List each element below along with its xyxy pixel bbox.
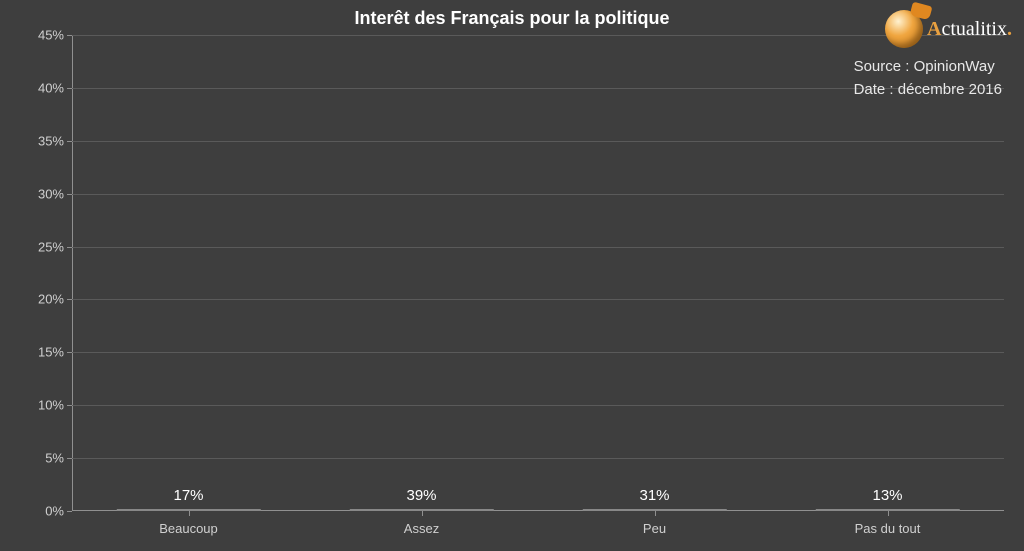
y-tick-label: 15% <box>38 345 64 360</box>
y-tick-mark <box>67 405 72 406</box>
bar-value-label: 31% <box>639 487 669 504</box>
gridline <box>72 352 1004 353</box>
y-tick-label: 20% <box>38 292 64 307</box>
bar-value-label: 17% <box>173 487 203 504</box>
x-tick-mark <box>888 511 889 516</box>
bar-value-label: 13% <box>872 487 902 504</box>
brand-logo-text: Actualitix. <box>927 18 1012 41</box>
y-tick-mark <box>67 458 72 459</box>
y-tick-mark <box>67 511 72 512</box>
logo-rest: ctualitix <box>941 18 1007 40</box>
gridline <box>72 405 1004 406</box>
brand-logo: Actualitix. <box>885 10 1012 48</box>
y-tick-mark <box>67 352 72 353</box>
source-box: Source : OpinionWay Date : décembre 2016 <box>854 56 1002 101</box>
x-tick-label: Peu <box>643 521 666 536</box>
x-tick-label: Beaucoup <box>159 521 218 536</box>
source-line-2: Date : décembre 2016 <box>854 79 1002 102</box>
source-line-1: Source : OpinionWay <box>854 56 1002 79</box>
gridline <box>72 299 1004 300</box>
globe-icon <box>885 10 923 48</box>
y-tick-label: 0% <box>45 504 64 519</box>
y-tick-label: 25% <box>38 239 64 254</box>
y-tick-mark <box>67 194 72 195</box>
y-tick-label: 45% <box>38 28 64 43</box>
x-tick-mark <box>422 511 423 516</box>
x-tick-mark <box>189 511 190 516</box>
gridline <box>72 458 1004 459</box>
y-tick-label: 40% <box>38 80 64 95</box>
plot-area: 17%39%31%13% 0%5%10%15%20%25%30%35%40%45… <box>72 35 1004 511</box>
x-tick-mark <box>655 511 656 516</box>
x-tick-label: Pas du tout <box>855 521 921 536</box>
gridline <box>72 35 1004 36</box>
gridline <box>72 141 1004 142</box>
chart-title: Interêt des Français pour la politique <box>0 8 1024 29</box>
y-tick-mark <box>67 247 72 248</box>
bar-value-label: 39% <box>406 487 436 504</box>
logo-first-letter: A <box>927 18 941 40</box>
logo-dot: . <box>1007 18 1012 40</box>
y-tick-mark <box>67 141 72 142</box>
y-tick-label: 30% <box>38 186 64 201</box>
y-tick-mark <box>67 299 72 300</box>
bars-layer: 17% 39% 31% 13% <box>72 35 1004 511</box>
y-tick-label: 10% <box>38 398 64 413</box>
y-tick-mark <box>67 35 72 36</box>
y-tick-label: 35% <box>38 133 64 148</box>
chart-container: Interêt des Français pour la politique 1… <box>0 0 1024 551</box>
gridline <box>72 194 1004 195</box>
y-tick-mark <box>67 88 72 89</box>
gridline <box>72 247 1004 248</box>
y-tick-label: 5% <box>45 451 64 466</box>
x-tick-label: Assez <box>404 521 439 536</box>
